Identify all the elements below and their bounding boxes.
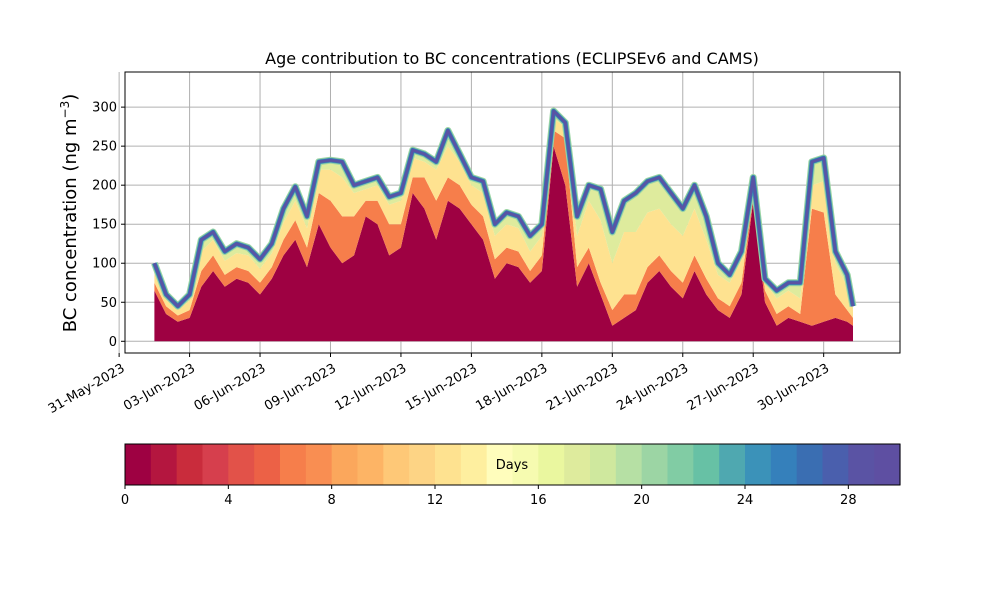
x-tick-label: 18-Jun-2023: [473, 361, 550, 414]
age-band-edge-4: [153, 109, 855, 308]
colorbar-segment: [641, 444, 669, 485]
age-band-area-1: [154, 146, 853, 342]
colorbar-segment: [305, 444, 333, 485]
colorbar-segment: [667, 444, 694, 485]
colorbar-segment: [693, 444, 720, 485]
y-tick-label: 150: [92, 218, 117, 233]
colorbar-segment: [590, 444, 617, 485]
y-axis-label-close: ): [60, 94, 81, 101]
colorbar-label: Days: [496, 458, 529, 473]
colorbar-tick-label: 12: [427, 493, 444, 508]
x-tick-label: 30-Jun-2023: [755, 361, 832, 414]
age-band-area-2: [154, 130, 853, 326]
colorbar-segment: [564, 444, 591, 485]
x-tick-label: 15-Jun-2023: [403, 361, 480, 414]
colorbar-segment: [176, 444, 204, 485]
colorbar-segment: [770, 444, 798, 485]
colorbar: Days 0 4 8 12 16 20 24 28: [121, 443, 901, 508]
colorbar-tick-label: 20: [633, 493, 650, 508]
x-tick-label: 03-Jun-2023: [121, 361, 198, 414]
stacked-area-layer: [151, 107, 857, 342]
colorbar-segment: [331, 444, 359, 485]
x-tick-label: 09-Jun-2023: [262, 361, 339, 414]
colorbar-segment: [202, 444, 229, 485]
colorbar-segment: [538, 444, 565, 485]
x-tick-label: 12-Jun-2023: [333, 361, 410, 414]
colorbar-segment: [719, 444, 746, 485]
colorbar-frame: [124, 443, 901, 486]
colorbar-segment: [874, 444, 901, 485]
colorbar-tick-label: 16: [530, 493, 547, 508]
x-tick-label: 27-Jun-2023: [685, 361, 762, 414]
y-axis-label-superscript: −3: [58, 101, 72, 119]
x-tick-label: 21-Jun-2023: [544, 361, 621, 414]
colorbar-segment: [822, 444, 849, 485]
colorbar-tick-label: 4: [224, 493, 232, 508]
colorbar-segment: [615, 444, 643, 485]
y-tick-label: 250: [92, 140, 117, 155]
colorbar-segment: [357, 444, 384, 485]
y-axis-label-text: BC concentration (ng m: [60, 118, 81, 332]
y-tick-label: 300: [92, 101, 117, 116]
colorbar-segment: [486, 444, 514, 485]
colorbar-segments: [125, 444, 901, 485]
x-tick-label: 24-Jun-2023: [614, 361, 691, 414]
colorbar-segment: [460, 444, 488, 485]
colorbar-segment: [409, 444, 436, 485]
colorbar-segment: [228, 444, 255, 485]
y-tick-label: 0: [109, 335, 117, 350]
chart-title: Age contribution to BC concentrations (E…: [265, 49, 759, 68]
colorbar-segment: [280, 444, 307, 485]
y-tick-label: 100: [92, 257, 117, 272]
colorbar-segment: [745, 444, 772, 485]
colorbar-segment: [254, 444, 281, 485]
colorbar-segment: [125, 444, 152, 485]
colorbar-tick-label: 8: [328, 493, 336, 508]
y-axis-label: BC concentration (ng m−3): [58, 94, 81, 333]
colorbar-segment: [435, 444, 462, 485]
x-tick-label: 31-May-2023: [46, 361, 128, 417]
colorbar-tick-label: 0: [121, 493, 129, 508]
y-tick-label: 200: [92, 179, 117, 194]
colorbar-segment: [383, 444, 410, 485]
colorbar-segment: [150, 444, 178, 485]
colorbar-tick-label: 24: [737, 493, 754, 508]
colorbar-segment: [796, 444, 824, 485]
plot-frame: [124, 71, 901, 354]
colorbar-segment: [848, 444, 875, 485]
colorbar-ticks: 0 4 8 12 16 20 24 28: [121, 485, 857, 508]
age-band-area-3: [154, 118, 853, 318]
colorbar-segment: [512, 444, 539, 485]
colorbar-tick-label: 28: [840, 493, 857, 508]
y-tick-label: 50: [100, 296, 117, 311]
x-tick-label: 06-Jun-2023: [192, 361, 269, 414]
